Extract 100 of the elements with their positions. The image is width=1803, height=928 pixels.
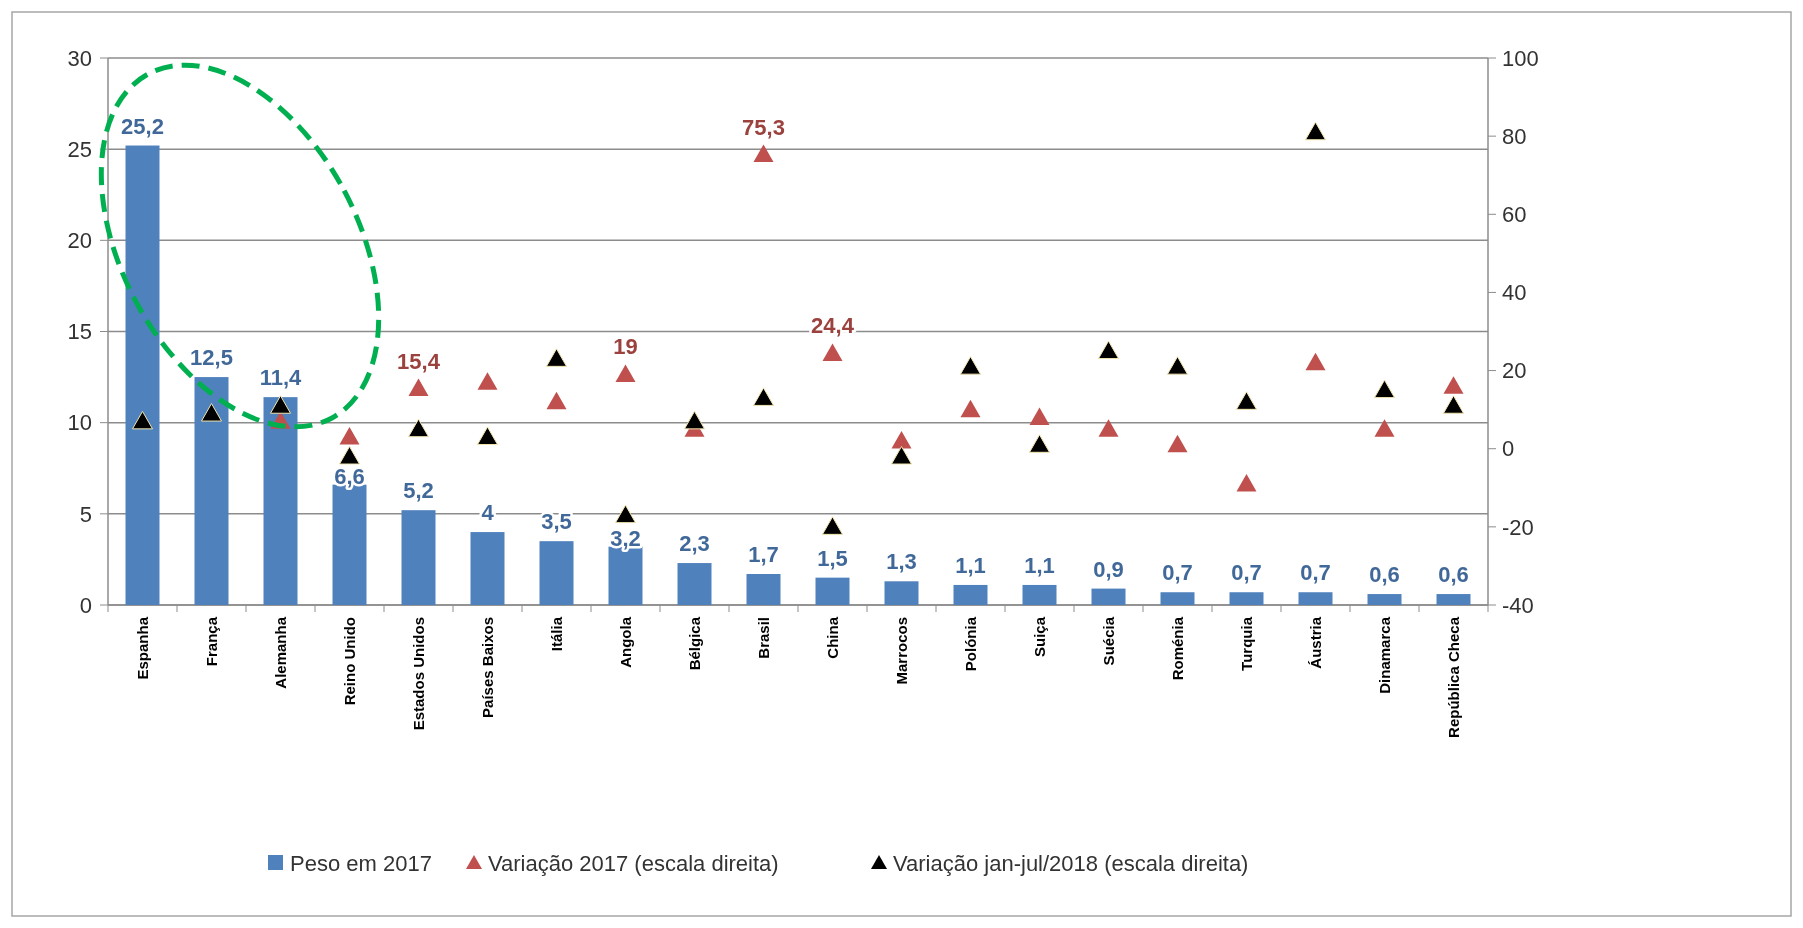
point: [1098, 419, 1119, 437]
bar: [815, 577, 850, 605]
data-label: 19: [613, 334, 638, 360]
data-label: 1,1: [955, 552, 986, 578]
data-label: 3,5: [541, 509, 572, 535]
legend-label: Peso em 2017: [290, 850, 432, 876]
x-tick-label: França: [202, 616, 220, 667]
legend-label: Variação 2017 (escala direita): [488, 850, 779, 876]
point: [822, 343, 843, 361]
x-tick-label: Espanha: [133, 616, 151, 680]
data-label: 3,2: [610, 525, 641, 551]
y2-tick-label: -20: [1502, 514, 1534, 540]
bar: [1022, 584, 1057, 605]
point: [339, 446, 360, 465]
bar: [539, 541, 574, 605]
y-tick-label: 15: [67, 319, 92, 345]
point: [615, 364, 636, 382]
point: [1236, 473, 1257, 492]
point: [753, 144, 774, 163]
x-tick-label: Alemanha: [271, 616, 289, 689]
point: [201, 403, 222, 422]
point: [1305, 121, 1326, 141]
x-tick-label: Marrocos: [892, 617, 910, 685]
point: [684, 410, 705, 430]
x-tick-label: Áustria: [1306, 616, 1324, 669]
x-tick-label: Itália: [547, 616, 565, 652]
point: [1443, 395, 1464, 414]
data-label: 25,2: [121, 113, 164, 139]
point: [339, 426, 360, 445]
point: [477, 426, 498, 445]
point: [1167, 356, 1188, 375]
bar: [746, 574, 781, 605]
bar: [1229, 592, 1264, 605]
y-tick-label: 0: [79, 592, 92, 618]
bar: [884, 581, 919, 605]
y2-tick-label: 20: [1502, 358, 1527, 384]
bar: [1160, 592, 1195, 605]
x-tick-label: Brasil: [754, 617, 772, 659]
point: [1374, 379, 1395, 399]
point: [1374, 419, 1395, 437]
data-label: 0,9: [1093, 556, 1124, 582]
x-tick-label: Angola: [616, 616, 634, 668]
x-tick-label: Bélgica: [685, 616, 703, 671]
y2-tick-label: 40: [1502, 280, 1527, 306]
point: [270, 395, 291, 414]
bar: [401, 510, 436, 605]
data-label: 75,3: [742, 114, 785, 140]
point: [753, 387, 774, 406]
data-label: 1,7: [748, 542, 779, 567]
point: [1029, 407, 1050, 425]
x-tick-label: Dinamarca: [1375, 616, 1393, 694]
bar: [194, 377, 229, 605]
bar: [953, 584, 988, 605]
bar: [1436, 594, 1471, 605]
point: [132, 410, 153, 430]
x-tick-label: República Checa: [1444, 616, 1462, 738]
point: [408, 378, 429, 397]
data-label: 1,5: [817, 545, 848, 571]
x-tick-label: Suécia: [1099, 616, 1117, 666]
y-tick-label: 25: [67, 136, 92, 162]
y2-tick-label: 100: [1502, 45, 1539, 71]
point: [477, 372, 498, 390]
data-label: 1,3: [886, 549, 917, 575]
point: [891, 446, 912, 465]
y-tick-label: 10: [67, 410, 92, 436]
data-label: 0,6: [1369, 562, 1400, 588]
x-tick-label: Roménia: [1168, 616, 1186, 681]
bar: [470, 532, 505, 605]
x-tick-label: Estados Unidos: [409, 617, 427, 731]
point: [1443, 376, 1464, 394]
point: [960, 356, 981, 375]
point: [1236, 391, 1257, 410]
bar: [125, 145, 160, 605]
y-tick-label: 30: [67, 45, 92, 71]
point: [822, 516, 843, 535]
point: [960, 399, 981, 418]
data-label: 0,7: [1300, 560, 1331, 586]
point: [891, 430, 912, 449]
bar: [1091, 588, 1126, 605]
point: [1305, 352, 1326, 371]
y2-tick-label: 0: [1502, 436, 1515, 462]
data-label: 0,7: [1231, 560, 1262, 586]
bar: [1367, 594, 1402, 605]
bar: [263, 397, 298, 605]
x-tick-label: Polónia: [961, 616, 979, 672]
point: [1167, 434, 1188, 453]
x-tick-label: Reino Unido: [340, 617, 358, 706]
data-label: 6,6: [334, 463, 365, 489]
bar: [677, 563, 712, 605]
point: [615, 504, 636, 524]
x-tick-label: China: [823, 616, 841, 659]
x-tick-label: Países Baixos: [478, 617, 496, 718]
legend-label: Variação jan-jul/2018 (escala direita): [893, 850, 1249, 876]
point: [1029, 434, 1050, 453]
data-label: 0,6: [1438, 562, 1469, 588]
y-tick-label: 20: [67, 228, 92, 254]
y2-tick-label: 60: [1502, 201, 1527, 227]
point: [1098, 340, 1119, 360]
data-label: 11,4: [259, 365, 303, 391]
point: [546, 348, 567, 367]
